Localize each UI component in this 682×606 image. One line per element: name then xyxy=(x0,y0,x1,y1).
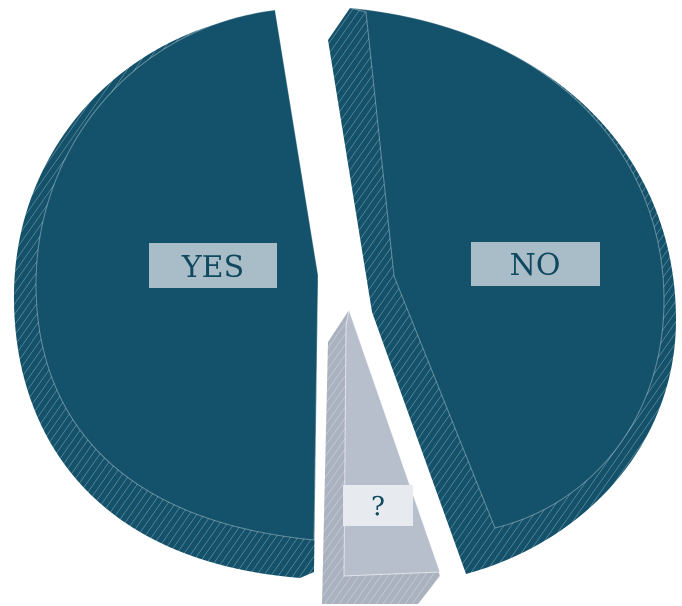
label-yes-box xyxy=(149,243,277,288)
label-no: NO xyxy=(471,242,600,286)
label-yes: YES xyxy=(149,243,277,288)
label-unknown-text: ? xyxy=(371,492,385,522)
label-no-box xyxy=(471,242,600,286)
label-no-text: NO xyxy=(510,248,561,283)
label-unknown: ? xyxy=(343,485,413,526)
label-unknown-box xyxy=(343,485,413,526)
pie-slice-yes xyxy=(13,9,319,578)
label-yes-text: YES xyxy=(181,250,244,285)
